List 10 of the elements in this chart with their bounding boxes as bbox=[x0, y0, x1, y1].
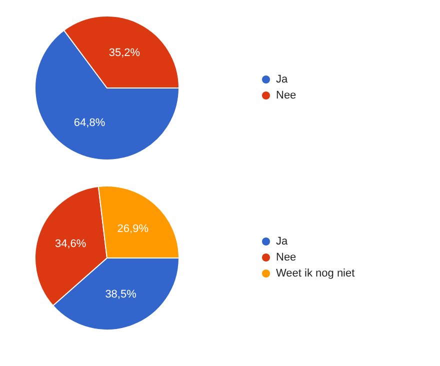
data-label: 34,6% bbox=[54, 238, 86, 250]
legend-label: Ja bbox=[276, 236, 288, 248]
legend-label: Nee bbox=[276, 252, 296, 264]
legend-label: Ja bbox=[276, 74, 288, 86]
legend-label: Nee bbox=[276, 90, 296, 102]
data-label: 26,9% bbox=[117, 222, 149, 235]
legend-label: Weet ik nog niet bbox=[276, 268, 355, 280]
data-label: 64,8% bbox=[74, 116, 106, 129]
data-label: 35,2% bbox=[108, 47, 140, 60]
data-label: 38,5% bbox=[105, 288, 137, 300]
